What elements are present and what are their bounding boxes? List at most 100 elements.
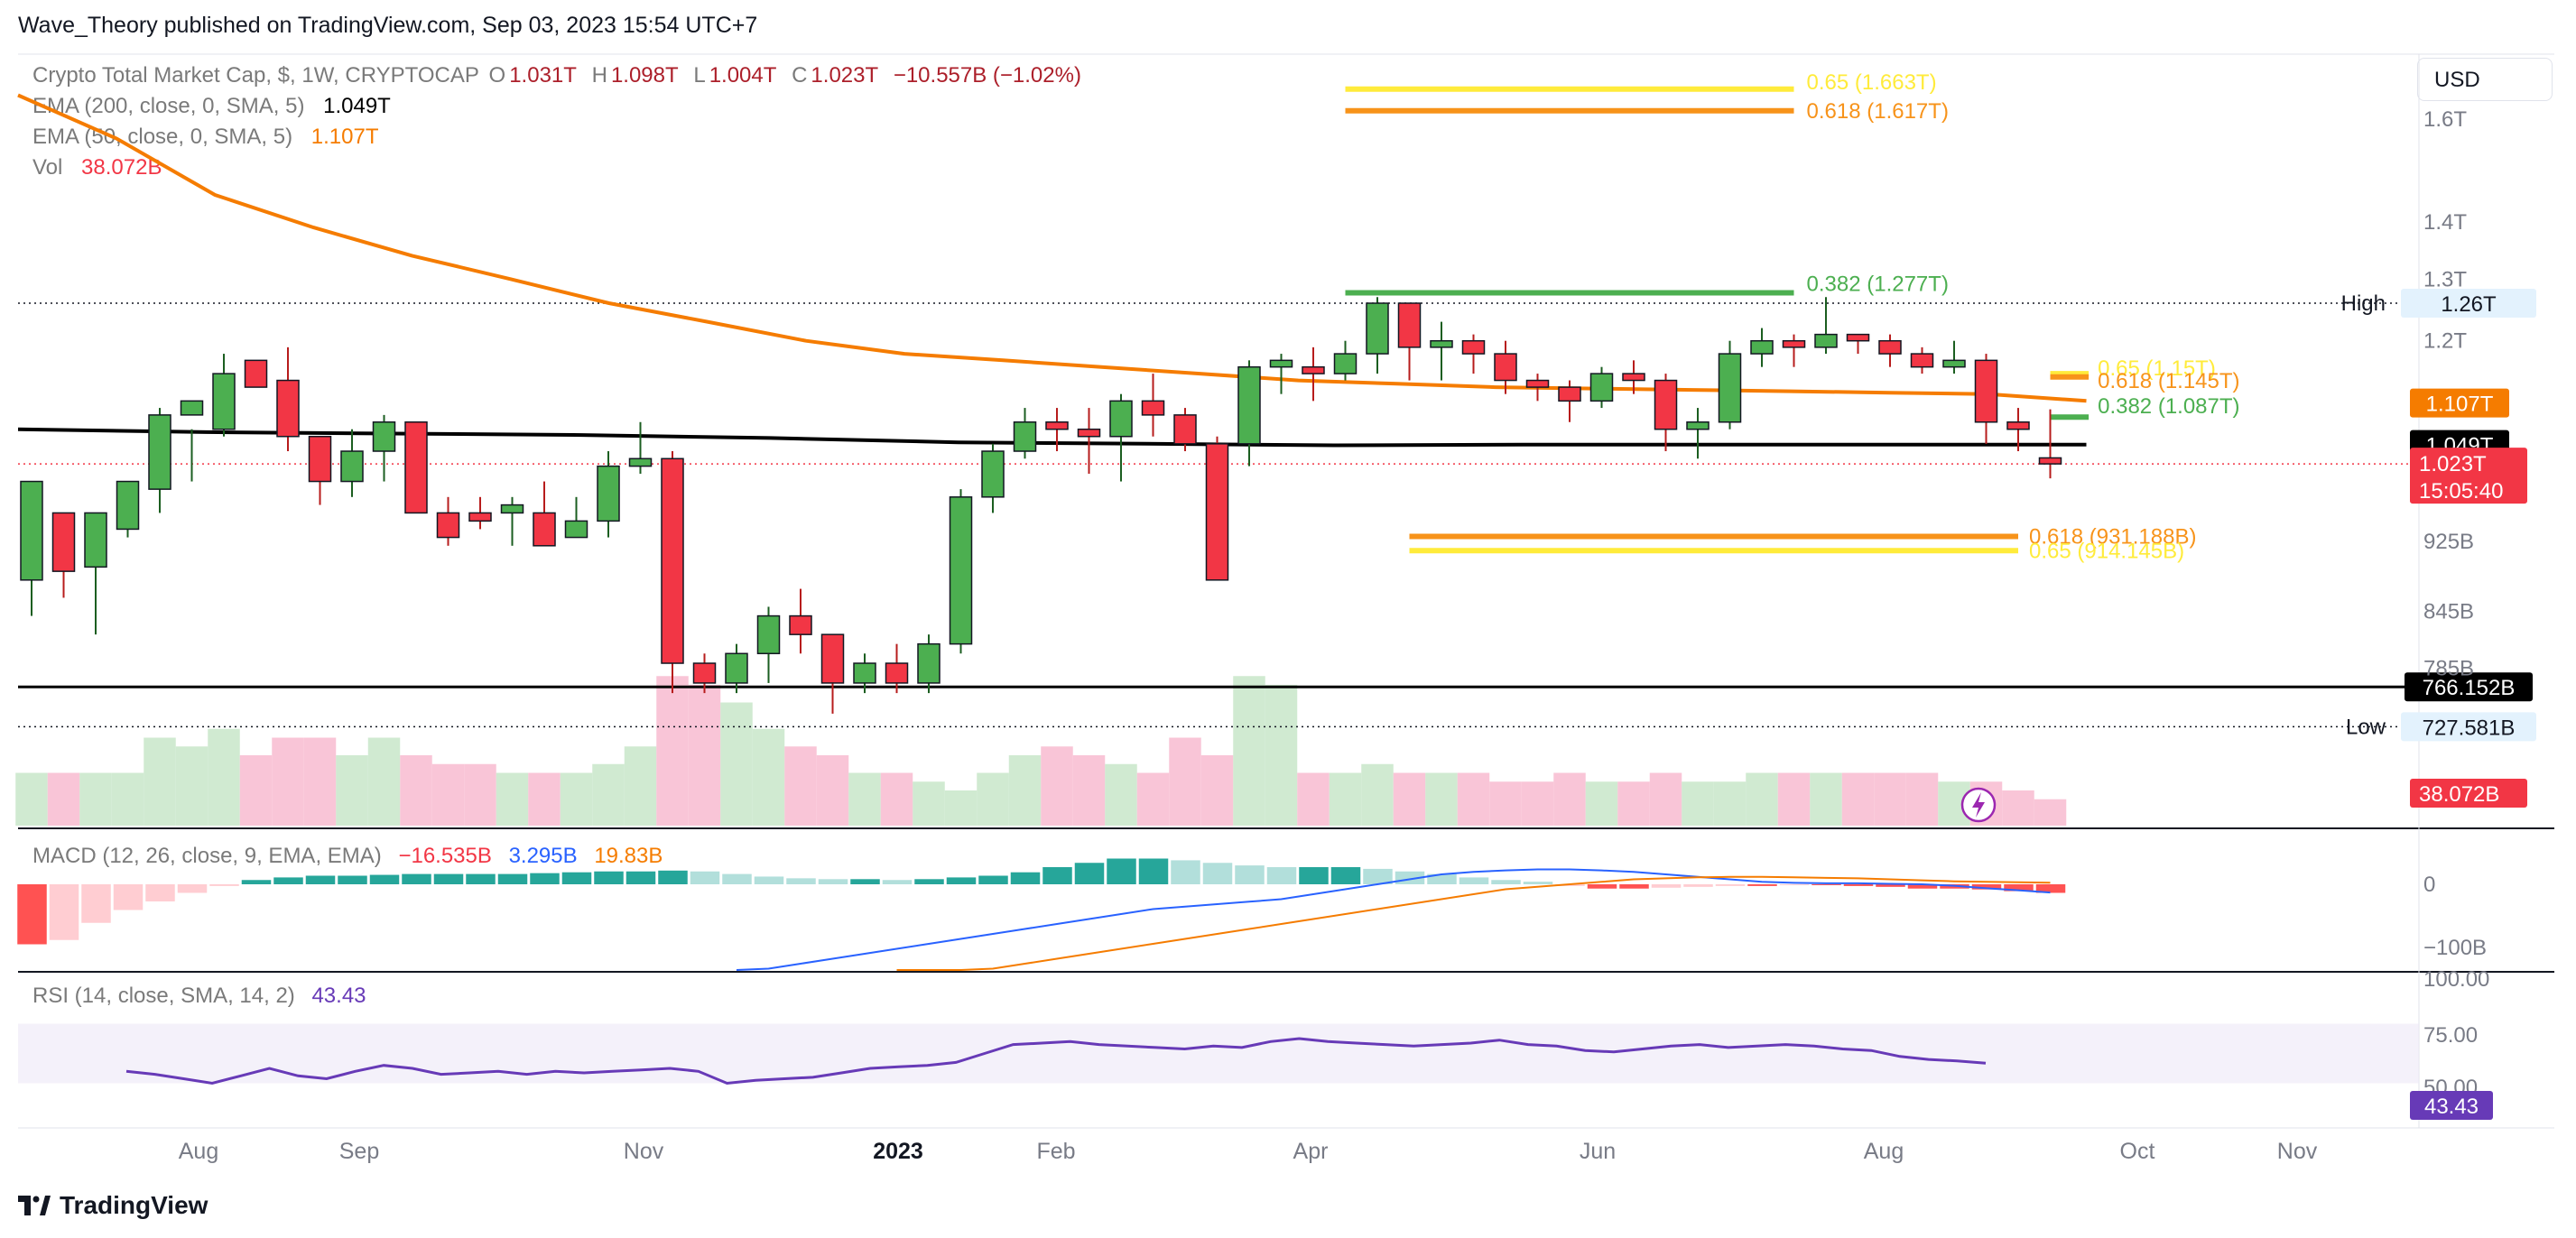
volume-bar xyxy=(1874,772,1906,826)
candle-body xyxy=(500,504,524,514)
volume-bar xyxy=(1682,781,1714,826)
candle-body xyxy=(1878,339,1902,355)
volume-bar xyxy=(1810,772,1842,826)
macd-histogram-bar xyxy=(305,875,336,884)
macd-histogram-bar xyxy=(1107,858,1136,884)
macd-histogram-bar xyxy=(1587,884,1617,889)
candle-body xyxy=(212,373,236,430)
candle-body xyxy=(917,642,941,684)
signal-value: 3.295B xyxy=(508,844,578,868)
ema200-line xyxy=(17,427,2087,448)
rsi-tick-label: 100.00 xyxy=(2423,967,2489,992)
candle-body xyxy=(1397,302,1422,348)
macd-tick-label: 0 xyxy=(2423,873,2435,897)
price-tick-label: 785B xyxy=(2423,656,2474,680)
horizontal-levels: 766.152B High 1.26T Low 727.581B xyxy=(18,289,2536,742)
fib-label: 0.382 (1.087T) xyxy=(2098,394,2239,419)
ema200-label: EMA (200, close, 0, SMA, 5) xyxy=(32,94,305,118)
ema-lines xyxy=(17,93,2087,448)
candle-body xyxy=(1558,386,1581,402)
volume-bar xyxy=(1425,772,1458,826)
low-value: 1.004T xyxy=(709,63,777,88)
ema50-value: 1.107T xyxy=(310,125,379,149)
volume-legend[interactable]: Vol 38.072B xyxy=(32,155,165,180)
lightning-bolt-icon xyxy=(1972,792,1985,818)
candle-body xyxy=(148,414,171,490)
volume-bar xyxy=(1649,772,1682,826)
macd-histogram-bar xyxy=(625,871,656,884)
volume-bar xyxy=(1136,772,1170,826)
volume-bar xyxy=(2034,799,2067,826)
volume-label: Vol xyxy=(32,155,63,180)
ema200-legend[interactable]: EMA (200, close, 0, SMA, 5) 1.049T xyxy=(32,94,394,119)
volume-bar xyxy=(496,772,529,826)
volume-bar xyxy=(336,755,368,826)
ema50-price-tag-bg xyxy=(2410,388,2509,418)
price-tick-label: 1.2T xyxy=(2423,329,2467,354)
ema50-price-tag: 1.107T xyxy=(2426,393,2494,417)
macd-histogram-bar xyxy=(818,879,848,884)
macd-histogram-bar xyxy=(17,884,47,945)
macd-histogram-bar xyxy=(1876,884,1905,887)
rsi-legend[interactable]: RSI (14, close, SMA, 14, 2) 43.43 xyxy=(32,984,370,1009)
high-value: 1.098T xyxy=(610,63,679,88)
volume-bar xyxy=(913,781,945,826)
macd-histogram-bar xyxy=(850,879,880,884)
candle-body xyxy=(1077,428,1101,438)
macd-histogram-bar xyxy=(145,884,175,901)
macd-legend[interactable]: MACD (12, 26, close, 9, EMA, EMA) −16.53… xyxy=(32,844,666,869)
rsi-tick-label: 75.00 xyxy=(2423,1023,2478,1048)
macd-histogram-bar xyxy=(241,880,272,884)
currency-selector[interactable]: USD xyxy=(2417,58,2553,101)
level-price-bg xyxy=(2401,289,2536,319)
macd-histogram-bar xyxy=(1843,884,1874,886)
candle-body xyxy=(436,512,460,539)
candles xyxy=(20,297,2062,714)
candle-body xyxy=(1942,359,1966,368)
volume-bar xyxy=(848,772,881,826)
tradingview-logo[interactable]: TradingView xyxy=(18,1191,208,1220)
candle-body xyxy=(1045,421,1069,430)
candle-body xyxy=(564,520,588,539)
volume-bar xyxy=(624,746,657,826)
volume-bar xyxy=(1553,772,1586,826)
macd-histogram-bar xyxy=(1683,884,1713,887)
macd-histogram-bar xyxy=(786,878,816,884)
macd-histogram-bar xyxy=(1619,884,1649,889)
volume-bar xyxy=(111,772,144,826)
level-label: High xyxy=(2341,291,2386,316)
candle-body xyxy=(404,421,428,514)
rsi-value: 43.43 xyxy=(311,984,366,1008)
time-tick-label: Nov xyxy=(2277,1139,2318,1164)
volume-bar xyxy=(1393,772,1426,826)
macd-histogram-bar xyxy=(177,884,208,893)
volume-bar xyxy=(528,772,561,826)
candle-body xyxy=(628,457,653,467)
ema50-legend[interactable]: EMA (50, close, 0, SMA, 5) 1.107T xyxy=(32,125,383,150)
volume-bar xyxy=(400,755,432,826)
time-tick-label: Nov xyxy=(624,1139,664,1164)
macd-histogram-bar xyxy=(594,871,624,884)
volume-bar xyxy=(144,737,176,826)
level-price-bg xyxy=(2405,672,2533,702)
symbol-name[interactable]: Crypto Total Market Cap, $, 1W, CRYPTOCA… xyxy=(32,63,479,88)
volume-bar xyxy=(175,746,208,826)
candle-body xyxy=(276,379,300,438)
time-tick-label: Jun xyxy=(1580,1139,1616,1164)
volume-bar xyxy=(1329,772,1362,826)
volume-bar xyxy=(1169,737,1201,826)
macd-histogram-bar xyxy=(1523,882,1553,884)
open-label: O xyxy=(488,63,506,88)
volume-bar xyxy=(47,772,80,826)
candle-body xyxy=(533,512,556,547)
volume-bar xyxy=(208,728,240,826)
volume-bar xyxy=(1297,772,1330,826)
candle-body xyxy=(180,400,204,416)
time-tick-label: Feb xyxy=(1036,1139,1075,1164)
volume-bar xyxy=(1521,781,1554,826)
volume-bar xyxy=(431,763,465,826)
macd-histogram-bar xyxy=(722,873,752,884)
macd-histogram-bar xyxy=(1299,867,1329,884)
ema50-label: EMA (50, close, 0, SMA, 5) xyxy=(32,125,293,149)
